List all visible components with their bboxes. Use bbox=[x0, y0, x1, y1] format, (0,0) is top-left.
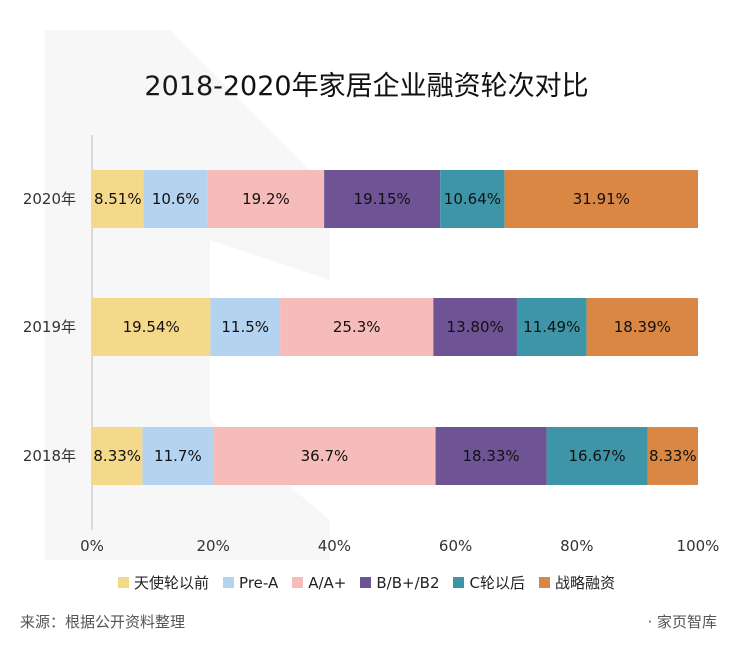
x-tick-label: 80% bbox=[560, 537, 593, 555]
bar-segment bbox=[210, 298, 281, 356]
source-note: 来源：根据公开资料整理 bbox=[20, 613, 186, 631]
bar-segment bbox=[280, 298, 434, 356]
category-label: 2019年 bbox=[23, 318, 76, 336]
bar-segment bbox=[142, 427, 214, 485]
bar-value-label: 10.6% bbox=[152, 190, 200, 208]
legend-item: 战略融资 bbox=[538, 572, 615, 593]
bar-segment bbox=[516, 298, 587, 356]
legend-swatch bbox=[223, 577, 235, 588]
bar-segment bbox=[324, 170, 441, 228]
bar-segment bbox=[433, 298, 517, 356]
legend-label: 战略融资 bbox=[554, 574, 615, 592]
bar-segment bbox=[546, 427, 648, 485]
x-tick-label: 0% bbox=[80, 537, 104, 555]
bar-segment bbox=[92, 170, 144, 228]
legend-swatch bbox=[118, 577, 130, 588]
bar-value-label: 8.33% bbox=[93, 447, 141, 465]
bar-segment bbox=[586, 298, 698, 356]
bar-value-label: 8.33% bbox=[649, 447, 697, 465]
legend-item: A/A+ bbox=[292, 572, 346, 593]
x-tick-label: 20% bbox=[197, 537, 230, 555]
bar-value-label: 19.15% bbox=[354, 190, 411, 208]
bar-value-label: 11.49% bbox=[523, 318, 580, 336]
legend-label: A/A+ bbox=[308, 573, 347, 592]
legend-item: Pre-A bbox=[223, 572, 278, 593]
bar-value-label: 18.33% bbox=[462, 447, 519, 465]
x-tick-label: 100% bbox=[677, 537, 720, 555]
bar-value-label: 10.64% bbox=[444, 190, 501, 208]
bar-value-label: 19.2% bbox=[242, 190, 290, 208]
legend-label: Pre-A bbox=[239, 573, 279, 592]
chart-legend: 天使轮以前 Pre-A A/A+ B/B+/B2 C轮以后 战略融资 bbox=[0, 572, 733, 593]
legend-item: C轮以后 bbox=[453, 572, 525, 593]
bar-segment bbox=[143, 170, 208, 228]
bar-segment bbox=[213, 427, 436, 485]
chart-title: 2018-2020年家居企业融资轮次对比 bbox=[144, 71, 589, 102]
bar-value-label: 13.80% bbox=[447, 318, 504, 336]
bar-value-label: 19.54% bbox=[123, 318, 180, 336]
legend-swatch bbox=[292, 577, 304, 588]
legend-swatch bbox=[360, 577, 372, 588]
bar-value-label: 36.7% bbox=[301, 447, 349, 465]
bar-segment bbox=[504, 170, 698, 228]
x-tick-label: 60% bbox=[439, 537, 472, 555]
bar-segment bbox=[207, 170, 325, 228]
category-label: 2018年 bbox=[23, 447, 76, 465]
legend-label: C轮以后 bbox=[469, 574, 525, 592]
bar-value-label: 25.3% bbox=[333, 318, 381, 336]
bar-value-label: 18.39% bbox=[614, 318, 671, 336]
legend-item: 天使轮以前 bbox=[118, 572, 209, 593]
bar-segment bbox=[440, 170, 505, 228]
category-label: 2020年 bbox=[23, 190, 76, 208]
bar-segment bbox=[435, 427, 547, 485]
brand-mark: · 家页智库 bbox=[647, 613, 717, 631]
legend-label: 天使轮以前 bbox=[134, 574, 210, 592]
legend-label: B/B+/B2 bbox=[376, 573, 440, 592]
bar-segment bbox=[92, 427, 143, 485]
legend-item: B/B+/B2 bbox=[360, 572, 439, 593]
bar-value-label: 31.91% bbox=[573, 190, 630, 208]
x-tick-label: 40% bbox=[318, 537, 351, 555]
bar-value-label: 8.51% bbox=[94, 190, 142, 208]
bar-value-label: 11.5% bbox=[221, 318, 269, 336]
legend-swatch bbox=[453, 577, 465, 588]
bar-value-label: 16.67% bbox=[568, 447, 625, 465]
bar-segment bbox=[92, 298, 211, 356]
bar-value-label: 11.7% bbox=[154, 447, 202, 465]
legend-swatch bbox=[538, 577, 550, 588]
bar-segment bbox=[647, 427, 698, 485]
